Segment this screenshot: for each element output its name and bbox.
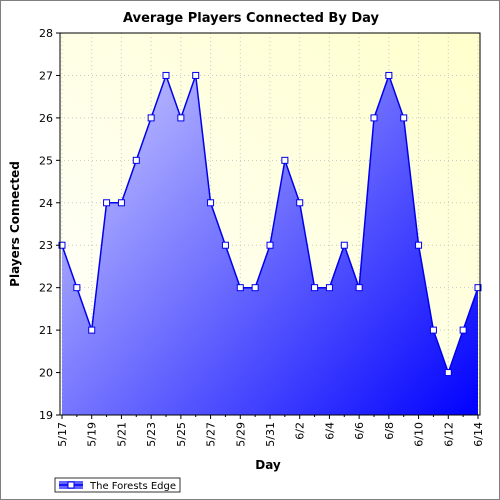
x-tick-label: 5/17	[56, 422, 69, 447]
y-tick-label: 19	[39, 409, 53, 422]
data-point-marker	[221, 241, 229, 249]
y-tick-label: 26	[39, 112, 53, 125]
x-axis-title: Day	[255, 458, 281, 472]
data-point-marker	[236, 284, 244, 292]
x-tick-label: 6/8	[383, 422, 396, 440]
y-axis-ticks: 19 20 21 22 23 24 25 26 27 28	[39, 27, 60, 422]
y-tick-label: 27	[39, 69, 53, 82]
data-point-marker	[103, 199, 111, 207]
x-tick-label: 5/19	[86, 422, 99, 447]
legend: The Forests Edge	[54, 477, 181, 493]
x-tick-label: 5/25	[175, 422, 188, 447]
data-point-marker	[325, 284, 333, 292]
x-tick-label: 6/12	[442, 422, 455, 447]
y-axis-title: Players Connected	[8, 161, 22, 287]
x-tick-label: 6/4	[323, 422, 336, 440]
data-markers	[58, 71, 482, 377]
data-point-marker	[311, 284, 319, 292]
y-tick-label: 24	[39, 197, 53, 210]
data-point-marker	[281, 156, 289, 164]
data-point-marker	[251, 284, 259, 292]
legend-marker	[67, 481, 75, 489]
x-tick-label: 5/29	[234, 422, 247, 447]
data-point-marker	[73, 284, 81, 292]
data-point-marker	[385, 71, 393, 79]
y-tick-label: 23	[39, 239, 53, 252]
x-tick-label: 5/31	[264, 422, 277, 447]
chart-title: Average Players Connected By Day	[123, 11, 379, 26]
y-tick-label: 20	[39, 367, 53, 380]
data-point-marker	[415, 241, 423, 249]
data-point-marker	[355, 284, 363, 292]
x-axis-ticks: 5/17 5/19 5/21 5/23 5/25 5/27 5/29 5/31 6/2 6/4 6/…	[56, 415, 485, 447]
data-point-marker	[370, 114, 378, 122]
x-tick-label: 6/6	[353, 422, 366, 440]
data-point-marker	[444, 369, 452, 377]
data-point-marker	[207, 199, 215, 207]
data-point-marker	[266, 241, 274, 249]
y-tick-label: 25	[39, 154, 53, 167]
data-point-marker	[132, 156, 140, 164]
x-tick-label: 6/10	[413, 422, 426, 447]
y-tick-label: 28	[39, 27, 53, 40]
data-point-marker	[177, 114, 185, 122]
y-tick-label: 22	[39, 282, 53, 295]
data-point-marker	[296, 199, 304, 207]
data-point-marker	[474, 284, 482, 292]
data-point-marker	[147, 114, 155, 122]
legend-label: The Forests Edge	[89, 481, 176, 492]
data-point-marker	[429, 326, 437, 334]
x-tick-label: 6/2	[294, 422, 307, 440]
data-point-marker	[400, 114, 408, 122]
data-point-marker	[459, 326, 467, 334]
data-point-marker	[117, 199, 125, 207]
y-tick-label: 21	[39, 324, 53, 337]
legend-box	[54, 477, 181, 493]
data-point-marker	[162, 71, 170, 79]
x-tick-label: 5/21	[115, 422, 128, 447]
x-tick-label: 5/27	[205, 422, 218, 447]
data-point-marker	[340, 241, 348, 249]
data-point-marker	[88, 326, 96, 334]
x-tick-label: 5/23	[145, 422, 158, 447]
x-tick-label: 6/14	[472, 422, 485, 447]
data-point-marker	[192, 71, 200, 79]
